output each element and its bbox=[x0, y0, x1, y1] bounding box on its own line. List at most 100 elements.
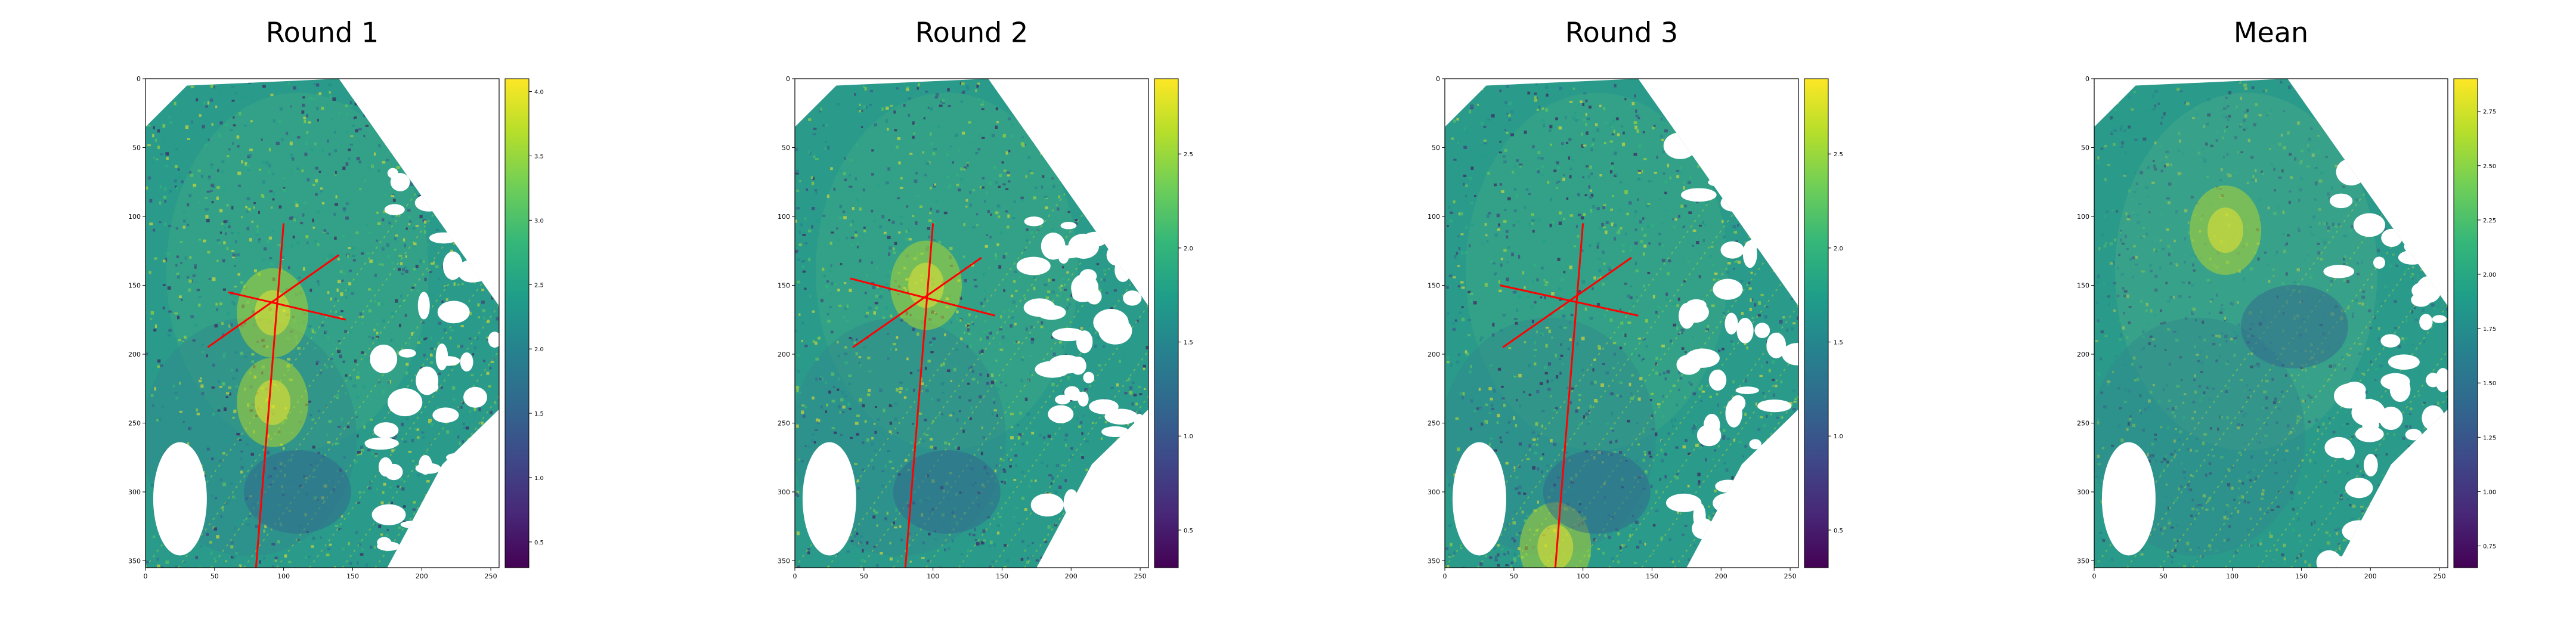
x-tick-label: 150 bbox=[996, 572, 1008, 580]
colorbar-tick-label: 2.5 bbox=[534, 282, 544, 289]
x-tick-label: 0 bbox=[144, 572, 148, 580]
colorbar-tick-label: 1.5 bbox=[1184, 340, 1193, 346]
colorbar-tick-label: 1.0 bbox=[1834, 434, 1843, 440]
x-tick-label: 150 bbox=[2295, 572, 2308, 580]
colorbar bbox=[1154, 78, 1179, 568]
axes-frame bbox=[794, 78, 1149, 568]
x-tick-label: 100 bbox=[277, 572, 290, 580]
x-tick-label: 200 bbox=[1715, 572, 1727, 580]
overlay-line bbox=[850, 277, 996, 317]
y-tick-label: 50 bbox=[2081, 144, 2089, 151]
y-tick-label: 200 bbox=[128, 351, 141, 358]
colorbar-tick-label: 2.25 bbox=[2483, 218, 2496, 224]
x-tick-label: 150 bbox=[346, 572, 359, 580]
y-tick-label: 250 bbox=[128, 419, 141, 427]
panel-title: Round 2 bbox=[915, 17, 1028, 49]
y-tick-label: 100 bbox=[128, 213, 141, 221]
colorbar-tick-label: 1.75 bbox=[2483, 326, 2496, 333]
y-tick-label: 200 bbox=[2077, 351, 2089, 358]
colorbar-tick-label: 2.00 bbox=[2483, 272, 2496, 278]
axes-frame bbox=[2094, 78, 2448, 568]
x-tick-label: 200 bbox=[1065, 572, 1078, 580]
overlay-line bbox=[852, 257, 982, 348]
heatmap-image bbox=[2094, 79, 2448, 568]
y-tick-label: 350 bbox=[1428, 557, 1440, 565]
y-tick-label: 350 bbox=[778, 557, 790, 565]
colorbar-tick-label: 3.0 bbox=[534, 218, 544, 224]
x-tick-label: 200 bbox=[416, 572, 428, 580]
y-tick-label: 250 bbox=[2077, 419, 2089, 427]
panel-4: Mean 0 50 100 150 200 250 0 50 100 150 200 250 300 350… bbox=[2077, 17, 2496, 581]
overlay-line bbox=[207, 254, 340, 348]
colorbar-tick-label: 1.0 bbox=[534, 475, 544, 482]
x-tick-label: 100 bbox=[927, 572, 939, 580]
colorbar-tick-label: 4.0 bbox=[534, 89, 544, 96]
panel-title: Round 3 bbox=[1565, 17, 1678, 49]
overlay-line bbox=[904, 223, 934, 568]
y-tick-label: 100 bbox=[1428, 213, 1440, 221]
colorbar-tick-label: 2.0 bbox=[1184, 246, 1193, 252]
colorbar-tick-label: 2.5 bbox=[1834, 151, 1843, 158]
overlay-line bbox=[228, 291, 346, 321]
y-tick-label: 50 bbox=[782, 144, 790, 151]
colorbar-tick-label: 0.5 bbox=[1184, 528, 1193, 534]
x-tick-label: 0 bbox=[793, 572, 797, 580]
x-tick-label: 100 bbox=[1577, 572, 1589, 580]
x-tick-label: 200 bbox=[2364, 572, 2377, 580]
panel-1: Round 1 0 50 100 150 200 250 0 50 100 150 200 250 300… bbox=[128, 17, 544, 581]
colorbar bbox=[1804, 78, 1829, 568]
x-tick-label: 250 bbox=[1784, 572, 1797, 580]
x-tick-label: 0 bbox=[1443, 572, 1447, 580]
colorbar-tick-label: 1.0 bbox=[1184, 434, 1193, 440]
y-tick-label: 350 bbox=[2077, 557, 2089, 565]
x-tick-label: 50 bbox=[2159, 572, 2168, 580]
x-tick-label: 50 bbox=[860, 572, 868, 580]
overlay-line bbox=[1554, 223, 1584, 568]
y-tick-label: 150 bbox=[2077, 281, 2089, 289]
overlay-line bbox=[255, 223, 285, 568]
x-tick-label: 250 bbox=[485, 572, 497, 580]
colorbar-tick-label: 3.5 bbox=[534, 153, 544, 160]
axes-frame bbox=[145, 78, 500, 568]
overlay-line bbox=[1502, 257, 1632, 348]
x-tick-label: 0 bbox=[2092, 572, 2097, 580]
colorbar-tick-label: 1.50 bbox=[2483, 380, 2496, 387]
colorbar bbox=[2453, 78, 2478, 568]
colorbar-tick-label: 2.0 bbox=[1834, 246, 1843, 252]
y-tick-label: 250 bbox=[778, 419, 790, 427]
y-tick-label: 200 bbox=[1428, 351, 1440, 358]
y-tick-label: 300 bbox=[1428, 488, 1440, 496]
y-tick-label: 150 bbox=[778, 281, 790, 289]
colorbar-tick-label: 1.00 bbox=[2483, 489, 2496, 496]
y-tick-label: 200 bbox=[778, 351, 790, 358]
colorbar-tick-label: 1.5 bbox=[534, 411, 544, 417]
colorbar-tick-label: 0.5 bbox=[534, 540, 544, 546]
colorbar-tick-label: 2.5 bbox=[1184, 151, 1193, 158]
panel-title: Mean bbox=[2234, 17, 2308, 49]
x-tick-label: 150 bbox=[1646, 572, 1658, 580]
colorbar-tick-label: 2.75 bbox=[2483, 109, 2496, 116]
colorbar-tick-label: 0.5 bbox=[1834, 528, 1843, 534]
x-tick-label: 50 bbox=[1510, 572, 1518, 580]
y-tick-label: 0 bbox=[137, 75, 141, 83]
y-tick-label: 100 bbox=[778, 213, 790, 221]
y-tick-label: 350 bbox=[128, 557, 141, 565]
y-tick-label: 300 bbox=[778, 488, 790, 496]
x-tick-label: 50 bbox=[210, 572, 219, 580]
y-tick-label: 0 bbox=[2085, 75, 2089, 83]
y-tick-label: 300 bbox=[128, 488, 141, 496]
x-tick-label: 250 bbox=[1134, 572, 1147, 580]
colorbar bbox=[504, 78, 530, 568]
y-tick-label: 150 bbox=[1428, 281, 1440, 289]
y-tick-label: 50 bbox=[1432, 144, 1440, 151]
panel-2: Round 2 0 50 100 150 200 250 0 50 100 150 200 250 300… bbox=[778, 17, 1193, 581]
colorbar-tick-label: 1.25 bbox=[2483, 435, 2496, 441]
y-tick-label: 300 bbox=[2077, 488, 2089, 496]
y-tick-label: 100 bbox=[2077, 213, 2089, 221]
y-tick-label: 0 bbox=[786, 75, 790, 83]
panel-3: Round 3 0 50 100 150 200 250 0 50 100 150 200 250 300… bbox=[1428, 17, 1843, 581]
colorbar-tick-label: 1.5 bbox=[1834, 340, 1843, 346]
colorbar-tick-label: 2.0 bbox=[534, 346, 544, 353]
axes-frame bbox=[1444, 78, 1799, 568]
